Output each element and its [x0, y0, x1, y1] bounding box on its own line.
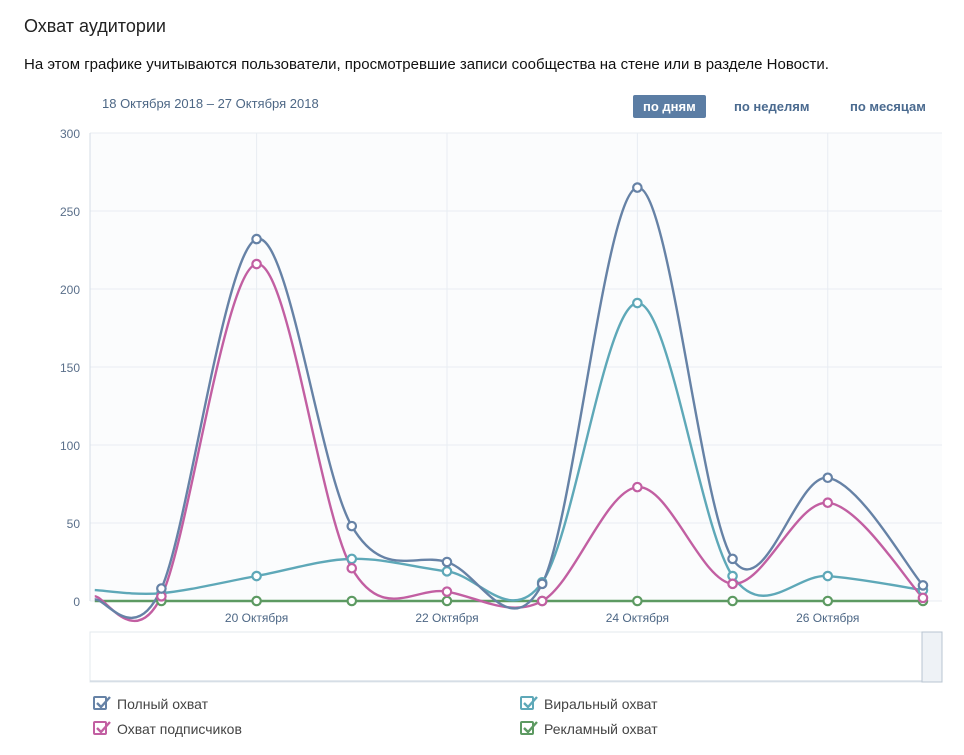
data-point: [632, 297, 643, 309]
x-tick-label: 24 Октября: [606, 611, 669, 625]
x-tick-label: 26 Октября: [796, 611, 859, 625]
data-point: [727, 595, 738, 607]
navigator: [89, 631, 943, 683]
y-tick-label: 100: [60, 439, 80, 453]
navigator-handle: [921, 631, 943, 683]
legend-item[interactable]: Полный охват: [93, 695, 333, 713]
data-point: [346, 562, 358, 574]
chart-description: На этом графике учитываются пользователи…: [24, 56, 829, 73]
chart-title: Охват аудитории: [24, 16, 166, 36]
period-tab-months[interactable]: по месяцам: [850, 99, 926, 114]
y-tick-label: 0: [73, 595, 80, 609]
y-tick-label: 300: [60, 127, 80, 141]
y-tick-label: 50: [67, 517, 81, 531]
date-range[interactable]: 18 Октября 2018 – 27 Октября 2018: [102, 96, 319, 111]
data-point: [917, 592, 929, 604]
x-tick-label: 22 Октября: [415, 611, 478, 625]
x-tick-label: 20 Октября: [225, 611, 288, 625]
data-point: [917, 580, 929, 591]
period-tab-weeks[interactable]: по неделям: [734, 99, 810, 114]
data-point: [251, 595, 262, 607]
y-tick-label: 250: [60, 205, 80, 219]
legend-item[interactable]: Виральный охват: [520, 695, 760, 713]
data-point: [346, 520, 358, 532]
data-point: [822, 472, 834, 484]
data-point: [441, 586, 453, 597]
data-point: [251, 258, 262, 270]
data-point: [727, 578, 738, 590]
legend-checkbox-icon[interactable]: [520, 721, 538, 735]
legend-label: Виральный охват: [544, 696, 658, 712]
y-tick-label: 150: [60, 361, 80, 375]
data-point: [727, 553, 738, 565]
data-point: [632, 481, 643, 493]
legend-checkbox-icon[interactable]: [93, 696, 111, 710]
data-point: [822, 595, 834, 607]
data-point: [441, 566, 453, 577]
data-point: [822, 497, 834, 509]
data-point: [441, 595, 453, 607]
data-point: [251, 233, 262, 245]
reach-chart[interactable]: 0 50 100 150 200 250 300 20 Октября 22 Октября 24…: [0, 0, 964, 700]
data-point: [632, 182, 643, 193]
series-line: [94, 186, 924, 619]
period-tab-days[interactable]: по дням: [633, 95, 706, 118]
y-tick-label: 200: [60, 283, 80, 297]
legend-checkbox-icon[interactable]: [520, 696, 538, 710]
legend-item[interactable]: Охват подписчиков: [93, 720, 333, 738]
legend-checkbox-icon[interactable]: [93, 721, 111, 735]
legend-item[interactable]: Рекламный охват: [520, 720, 760, 738]
data-point: [822, 570, 834, 582]
legend-label: Рекламный охват: [544, 721, 658, 737]
data-point: [251, 570, 262, 582]
legend-label: Охват подписчиков: [117, 721, 242, 737]
data-point: [536, 578, 548, 590]
legend-label: Полный охват: [117, 696, 209, 712]
data-point: [632, 595, 643, 607]
data-point: [441, 556, 453, 568]
data-point: [536, 595, 548, 607]
data-point: [346, 553, 358, 565]
data-point: [156, 583, 167, 594]
data-point: [346, 595, 358, 607]
